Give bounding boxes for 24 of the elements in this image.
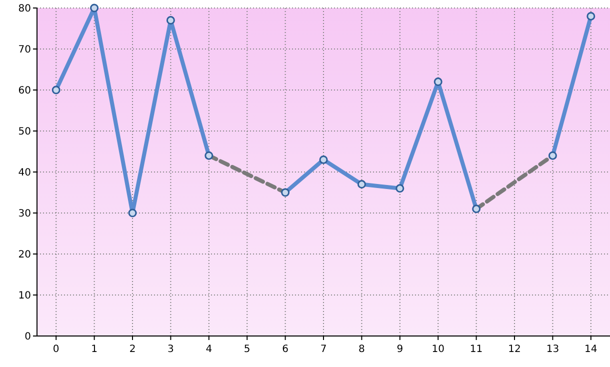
- x-tick-label: 11: [470, 344, 483, 355]
- x-tick-label: 10: [432, 344, 444, 355]
- x-tick-label: 3: [168, 344, 174, 355]
- y-tick-label: 80: [18, 4, 31, 14]
- x-tick-label: 12: [508, 344, 521, 355]
- x-tick-label: 8: [358, 344, 365, 355]
- x-tick-label: 1: [91, 344, 98, 355]
- x-tick-label: 2: [129, 344, 136, 355]
- y-tick-label: 60: [18, 86, 31, 96]
- y-tick-label: 70: [18, 44, 31, 56]
- x-tick-label: 14: [584, 344, 598, 355]
- y-tick-label: 50: [18, 126, 31, 138]
- y-tick-label: 0: [24, 332, 31, 342]
- x-tick-label: 7: [320, 344, 327, 355]
- x-tick-label: 6: [282, 344, 288, 355]
- y-tick-label: 20: [18, 250, 31, 260]
- x-tick-label: 4: [206, 344, 212, 355]
- x-tick-label: 13: [546, 344, 560, 355]
- y-tick-label: 10: [18, 290, 31, 302]
- x-tick-label: 0: [52, 344, 60, 355]
- y-tick-label: 30: [18, 208, 31, 220]
- x-tick-label: 9: [396, 344, 404, 355]
- x-tick-label: 5: [244, 344, 250, 355]
- y-tick-label: 40: [18, 168, 31, 178]
